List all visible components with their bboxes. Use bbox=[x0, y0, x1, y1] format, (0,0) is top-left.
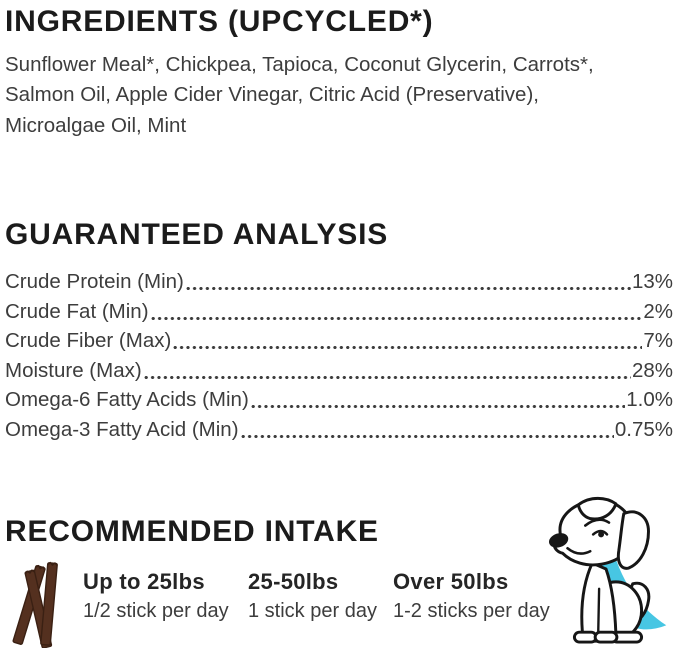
table-row: Crude Protein (Min) 13% bbox=[5, 265, 673, 295]
treat-sticks-icon bbox=[7, 561, 67, 648]
intake-amount-label: 1-2 sticks per day bbox=[393, 600, 550, 623]
dot-leader bbox=[184, 286, 631, 292]
intake-amount-label: 1/2 stick per day bbox=[83, 600, 229, 623]
ingredients-heading: INGREDIENTS (UPCYCLED*) bbox=[5, 5, 434, 38]
analysis-label: Omega-6 Fatty Acids (Min) bbox=[5, 388, 249, 412]
dot-leader bbox=[172, 345, 643, 351]
analysis-value: 2% bbox=[643, 299, 673, 323]
dot-leader bbox=[249, 404, 626, 410]
table-row: Omega-3 Fatty Acid (Min) 0.75% bbox=[5, 412, 673, 442]
dog-with-cape-icon bbox=[538, 490, 678, 648]
analysis-label: Crude Fiber (Max) bbox=[5, 329, 172, 353]
dot-leader bbox=[239, 433, 614, 439]
table-row: Omega-6 Fatty Acids (Min) 1.0% bbox=[5, 383, 673, 413]
intake-column-large-dog: Over 50lbs 1-2 sticks per day bbox=[393, 569, 573, 623]
analysis-value: 7% bbox=[643, 329, 673, 353]
analysis-label: Moisture (Max) bbox=[5, 358, 142, 382]
table-row: Crude Fat (Min) 2% bbox=[5, 294, 673, 324]
ingredients-line: Microalgae Oil, Mint bbox=[5, 113, 187, 137]
intake-amount-label: 1 stick per day bbox=[248, 600, 377, 623]
dot-leader bbox=[142, 374, 631, 380]
intake-column-small-dog: Up to 25lbs 1/2 stick per day bbox=[83, 569, 248, 623]
analysis-value: 28% bbox=[631, 358, 673, 382]
intake-weight-label: 25-50lbs bbox=[248, 569, 339, 595]
recommended-intake-heading: RECOMMENDED INTAKE bbox=[5, 514, 379, 548]
analysis-value: 0.75% bbox=[614, 417, 673, 441]
recommended-intake-table: Up to 25lbs 1/2 stick per day 25-50lbs 1… bbox=[5, 561, 673, 648]
ingredients-line: Sunflower Meal*, Chickpea, Tapioca, Coco… bbox=[5, 52, 594, 76]
intake-weight-label: Over 50lbs bbox=[393, 569, 509, 595]
ingredients-list: Sunflower Meal*, Chickpea, Tapioca, Coco… bbox=[5, 50, 673, 142]
intake-column-medium-dog: 25-50lbs 1 stick per day bbox=[248, 569, 393, 623]
intake-weight-label: Up to 25lbs bbox=[83, 569, 205, 595]
analysis-label: Crude Protein (Min) bbox=[5, 270, 184, 294]
analysis-label: Omega-3 Fatty Acid (Min) bbox=[5, 417, 239, 441]
dot-leader bbox=[149, 315, 643, 321]
table-row: Crude Fiber (Max) 7% bbox=[5, 324, 673, 354]
guaranteed-analysis-heading: GUARANTEED ANALYSIS bbox=[5, 218, 389, 252]
analysis-label: Crude Fat (Min) bbox=[5, 299, 149, 323]
analysis-value: 1.0% bbox=[626, 388, 673, 412]
analysis-value: 13% bbox=[631, 270, 673, 294]
table-row: Moisture (Max) 28% bbox=[5, 353, 673, 383]
guaranteed-analysis-table: Crude Protein (Min) 13% Crude Fat (Min) … bbox=[5, 265, 673, 442]
ingredients-line: Salmon Oil, Apple Cider Vinegar, Citric … bbox=[5, 83, 539, 107]
